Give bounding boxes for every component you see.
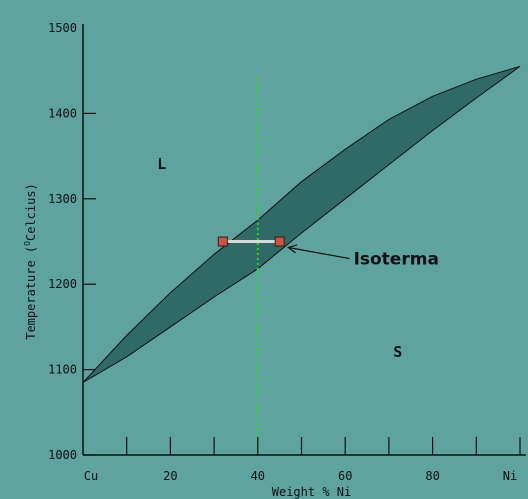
isotherm-arrow-shaft [288, 246, 350, 260]
y-tick-label: 1300 [48, 192, 77, 206]
y-tick-label: 1500 [48, 21, 77, 35]
region-label-l: L [157, 155, 166, 173]
region-labels: LS [157, 155, 402, 361]
isotherm-arrow-head [287, 244, 298, 254]
x-tick-label: 20 [163, 469, 177, 483]
region-label-s: S [393, 343, 402, 361]
x-axis-ticks: Cu 20 40 60 80 Ni [84, 437, 521, 483]
axes [82, 24, 526, 456]
y-tick-label: 1100 [48, 363, 77, 377]
x-tick-label: 80 [425, 469, 439, 483]
x-axis-title: Weight % Ni [272, 485, 351, 499]
isotherm-left-marker [217, 236, 228, 247]
y-axis-ticks: 1000 1100 1200 1300 1400 1500 [48, 21, 96, 462]
x-tick-label: Cu [84, 469, 98, 483]
y-tick-label: 1200 [48, 277, 77, 291]
y-axis-title-prefix: Temperature ( [24, 246, 38, 340]
x-tick-label: 60 [338, 469, 352, 483]
isotherm-arrow [287, 244, 350, 260]
isotherm-right-marker [274, 236, 285, 247]
isotherm-label: Isoterma [354, 250, 439, 270]
y-tick-label: 1400 [48, 106, 77, 120]
x-tick-label: Ni [503, 469, 517, 483]
y-axis-title-superscript: O [23, 241, 32, 246]
y-tick-label: 1000 [48, 448, 77, 462]
x-tick-label: 40 [251, 469, 265, 483]
y-axis-title-suffix: Celcius) [24, 183, 38, 241]
y-axis-title: Temperature (OCelcius) [23, 183, 38, 340]
